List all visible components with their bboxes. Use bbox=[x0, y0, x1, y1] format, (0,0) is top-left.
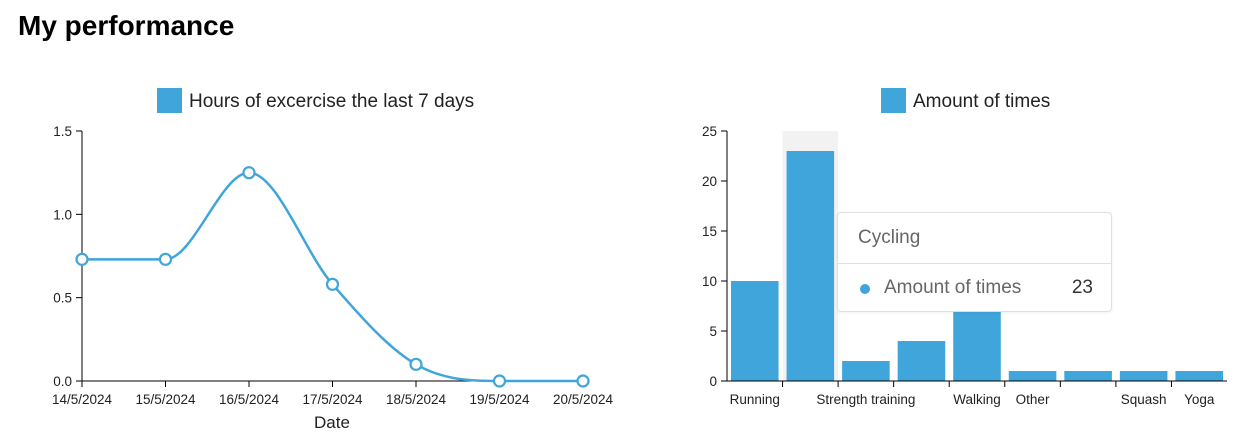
line-legend-label: Hours of excercise the last 7 days bbox=[189, 91, 474, 112]
line-chart: Hours of excercise the last 7 days 0.00.… bbox=[52, 88, 614, 432]
bar[interactable] bbox=[1119, 371, 1168, 381]
bar[interactable] bbox=[1175, 371, 1223, 381]
tooltip-series-label: Amount of times bbox=[884, 277, 1022, 298]
line-point[interactable] bbox=[409, 357, 423, 371]
bar-y-tick-label: 20 bbox=[702, 174, 717, 189]
bar[interactable] bbox=[731, 281, 779, 381]
line-y-tick-label: 0.0 bbox=[53, 374, 72, 389]
line-x-tick-label: 19/5/2024 bbox=[469, 392, 530, 407]
line-point[interactable] bbox=[158, 252, 173, 266]
bar-chart: Amount of times 0 5 10 15 20 25 Running Streng… bbox=[702, 88, 1227, 407]
line-point[interactable] bbox=[325, 277, 340, 291]
line-point[interactable] bbox=[576, 374, 590, 388]
bar-y-tick-label: 25 bbox=[702, 124, 717, 139]
page-title: My performance bbox=[18, 10, 235, 41]
bars bbox=[731, 151, 1223, 381]
line-x-tick-label: 14/5/2024 bbox=[52, 392, 113, 407]
bar[interactable] bbox=[1008, 371, 1057, 381]
line-legend-swatch bbox=[157, 88, 182, 113]
bar[interactable] bbox=[1064, 371, 1112, 381]
bar-y-tick-label: 15 bbox=[702, 224, 717, 239]
line-x-tick-label: 15/5/2024 bbox=[135, 392, 196, 407]
bar-y-tick-label: 10 bbox=[702, 274, 717, 289]
line-y-ticks: 0.0 0.5 1.0 1.5 bbox=[53, 124, 82, 389]
bar-x-tick-label: Strength training bbox=[816, 392, 915, 407]
bar-x-tick-label: Running bbox=[730, 392, 780, 407]
tooltip-divider bbox=[838, 263, 1111, 264]
bar-x-tick-label: Squash bbox=[1121, 392, 1167, 407]
line-legend[interactable]: Hours of excercise the last 7 days bbox=[157, 88, 474, 113]
line-point[interactable] bbox=[242, 166, 256, 180]
bar-y-tick-label: 0 bbox=[709, 374, 717, 389]
tooltip-series-dot-icon bbox=[860, 284, 870, 294]
bar[interactable] bbox=[842, 361, 890, 381]
line-x-tick-label: 20/5/2024 bbox=[553, 392, 614, 407]
line-x-axis-title: Date bbox=[314, 413, 350, 432]
line-series-path bbox=[81, 171, 583, 383]
bar-legend-label: Amount of times bbox=[913, 91, 1050, 112]
line-points bbox=[75, 166, 590, 388]
line-point[interactable] bbox=[492, 374, 507, 388]
bar-legend-swatch bbox=[881, 88, 906, 113]
line-x-tick-label: 18/5/2024 bbox=[386, 392, 447, 407]
bar[interactable] bbox=[953, 311, 1001, 381]
bar[interactable] bbox=[786, 151, 835, 381]
bar-y-tick-label: 5 bbox=[709, 324, 717, 339]
line-point[interactable] bbox=[75, 252, 89, 266]
line-y-tick-label: 1.0 bbox=[53, 207, 72, 222]
bar-x-tick-label: Walking bbox=[953, 392, 1001, 407]
line-y-tick-label: 1.5 bbox=[53, 124, 72, 139]
line-x-ticks: 14/5/2024 15/5/2024 16/5/2024 17/5/2024 18/5… bbox=[52, 381, 614, 407]
line-y-tick-label: 0.5 bbox=[53, 291, 72, 306]
tooltip-title: Cycling bbox=[858, 227, 921, 248]
line-x-tick-label: 17/5/2024 bbox=[302, 392, 363, 407]
bar-legend[interactable]: Amount of times bbox=[881, 88, 1050, 113]
bar-y-ticks: 0 5 10 15 20 25 bbox=[702, 124, 727, 389]
bar[interactable] bbox=[897, 341, 946, 381]
bar-x-tick-label: Yoga bbox=[1184, 392, 1215, 407]
bar-x-ticks: Running Strength training Walking Other Squa… bbox=[730, 381, 1215, 407]
chart-tooltip: Cycling Amount of times 23 bbox=[837, 212, 1112, 312]
tooltip-value: 23 bbox=[1071, 277, 1093, 298]
line-x-tick-label: 16/5/2024 bbox=[219, 392, 280, 407]
bar-x-tick-label: Other bbox=[1016, 392, 1050, 407]
